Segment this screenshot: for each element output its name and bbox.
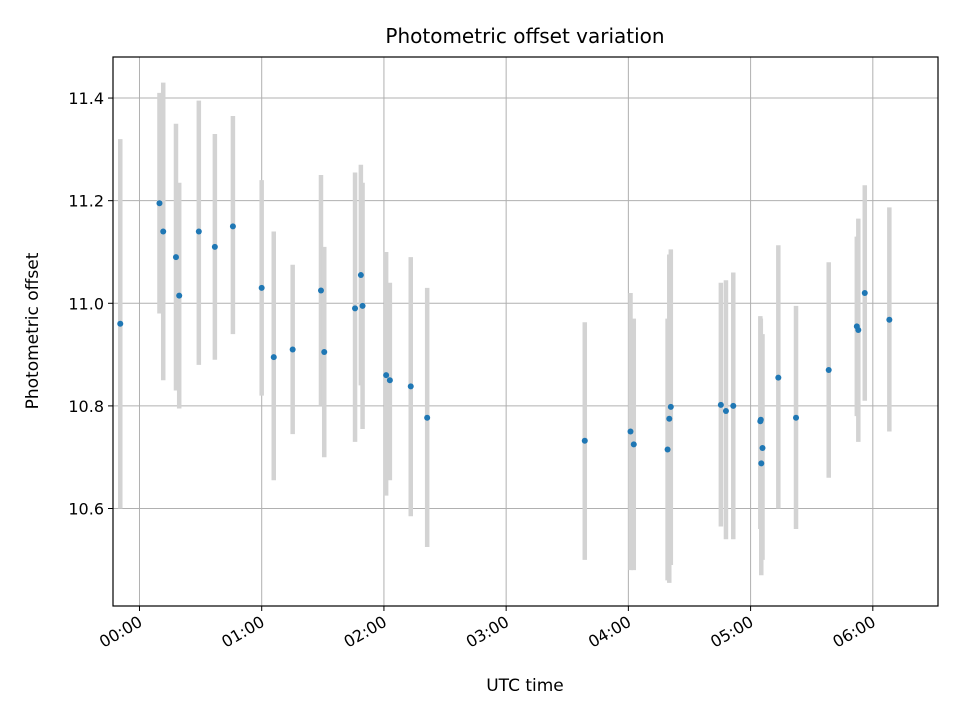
data-point bbox=[730, 402, 737, 409]
data-point bbox=[229, 223, 236, 230]
data-point bbox=[211, 243, 218, 250]
data-point bbox=[886, 316, 893, 323]
data-point bbox=[359, 302, 366, 309]
data-point bbox=[195, 228, 202, 235]
data-point bbox=[861, 290, 868, 297]
data-point bbox=[386, 377, 393, 384]
data-point bbox=[855, 326, 862, 333]
data-point bbox=[270, 354, 277, 361]
data-point bbox=[664, 446, 671, 453]
data-point bbox=[383, 372, 390, 379]
data-point bbox=[758, 460, 765, 467]
data-point bbox=[357, 272, 364, 279]
data-point bbox=[117, 320, 124, 327]
data-point bbox=[317, 287, 324, 294]
data-point bbox=[759, 444, 766, 451]
data-point bbox=[825, 366, 832, 373]
data-point bbox=[352, 305, 359, 312]
data-points bbox=[117, 200, 893, 467]
data-point bbox=[407, 383, 414, 390]
data-point bbox=[722, 408, 729, 415]
data-point bbox=[424, 414, 431, 421]
chart-title: Photometric offset variation bbox=[385, 24, 664, 48]
data-point bbox=[717, 401, 724, 408]
data-point bbox=[258, 284, 265, 291]
data-point bbox=[775, 374, 782, 381]
y-tick-label: 11.4 bbox=[68, 89, 104, 108]
data-point bbox=[172, 254, 179, 261]
data-point bbox=[793, 414, 800, 421]
data-point bbox=[757, 416, 764, 423]
data-point bbox=[581, 437, 588, 444]
data-point bbox=[667, 403, 674, 410]
data-point bbox=[289, 346, 296, 353]
y-tick-label: 11.2 bbox=[68, 192, 104, 211]
data-point bbox=[630, 441, 637, 448]
plot-frame bbox=[112, 56, 939, 607]
data-point bbox=[666, 415, 673, 422]
y-axis-title: Photometric offset bbox=[23, 252, 43, 409]
data-point bbox=[321, 349, 328, 356]
data-point bbox=[176, 292, 183, 299]
data-point bbox=[160, 228, 167, 235]
plot-area bbox=[113, 57, 938, 606]
y-axis-ticks: 10.6 10.8 11.0 11.2 11.4 bbox=[68, 89, 113, 519]
x-axis-title: UTC time bbox=[486, 676, 564, 696]
y-tick-label: 10.8 bbox=[68, 397, 104, 416]
data-point bbox=[627, 428, 634, 435]
y-tick-label: 10.6 bbox=[68, 500, 104, 519]
y-tick-label: 11.0 bbox=[68, 294, 104, 313]
data-point bbox=[156, 200, 163, 207]
